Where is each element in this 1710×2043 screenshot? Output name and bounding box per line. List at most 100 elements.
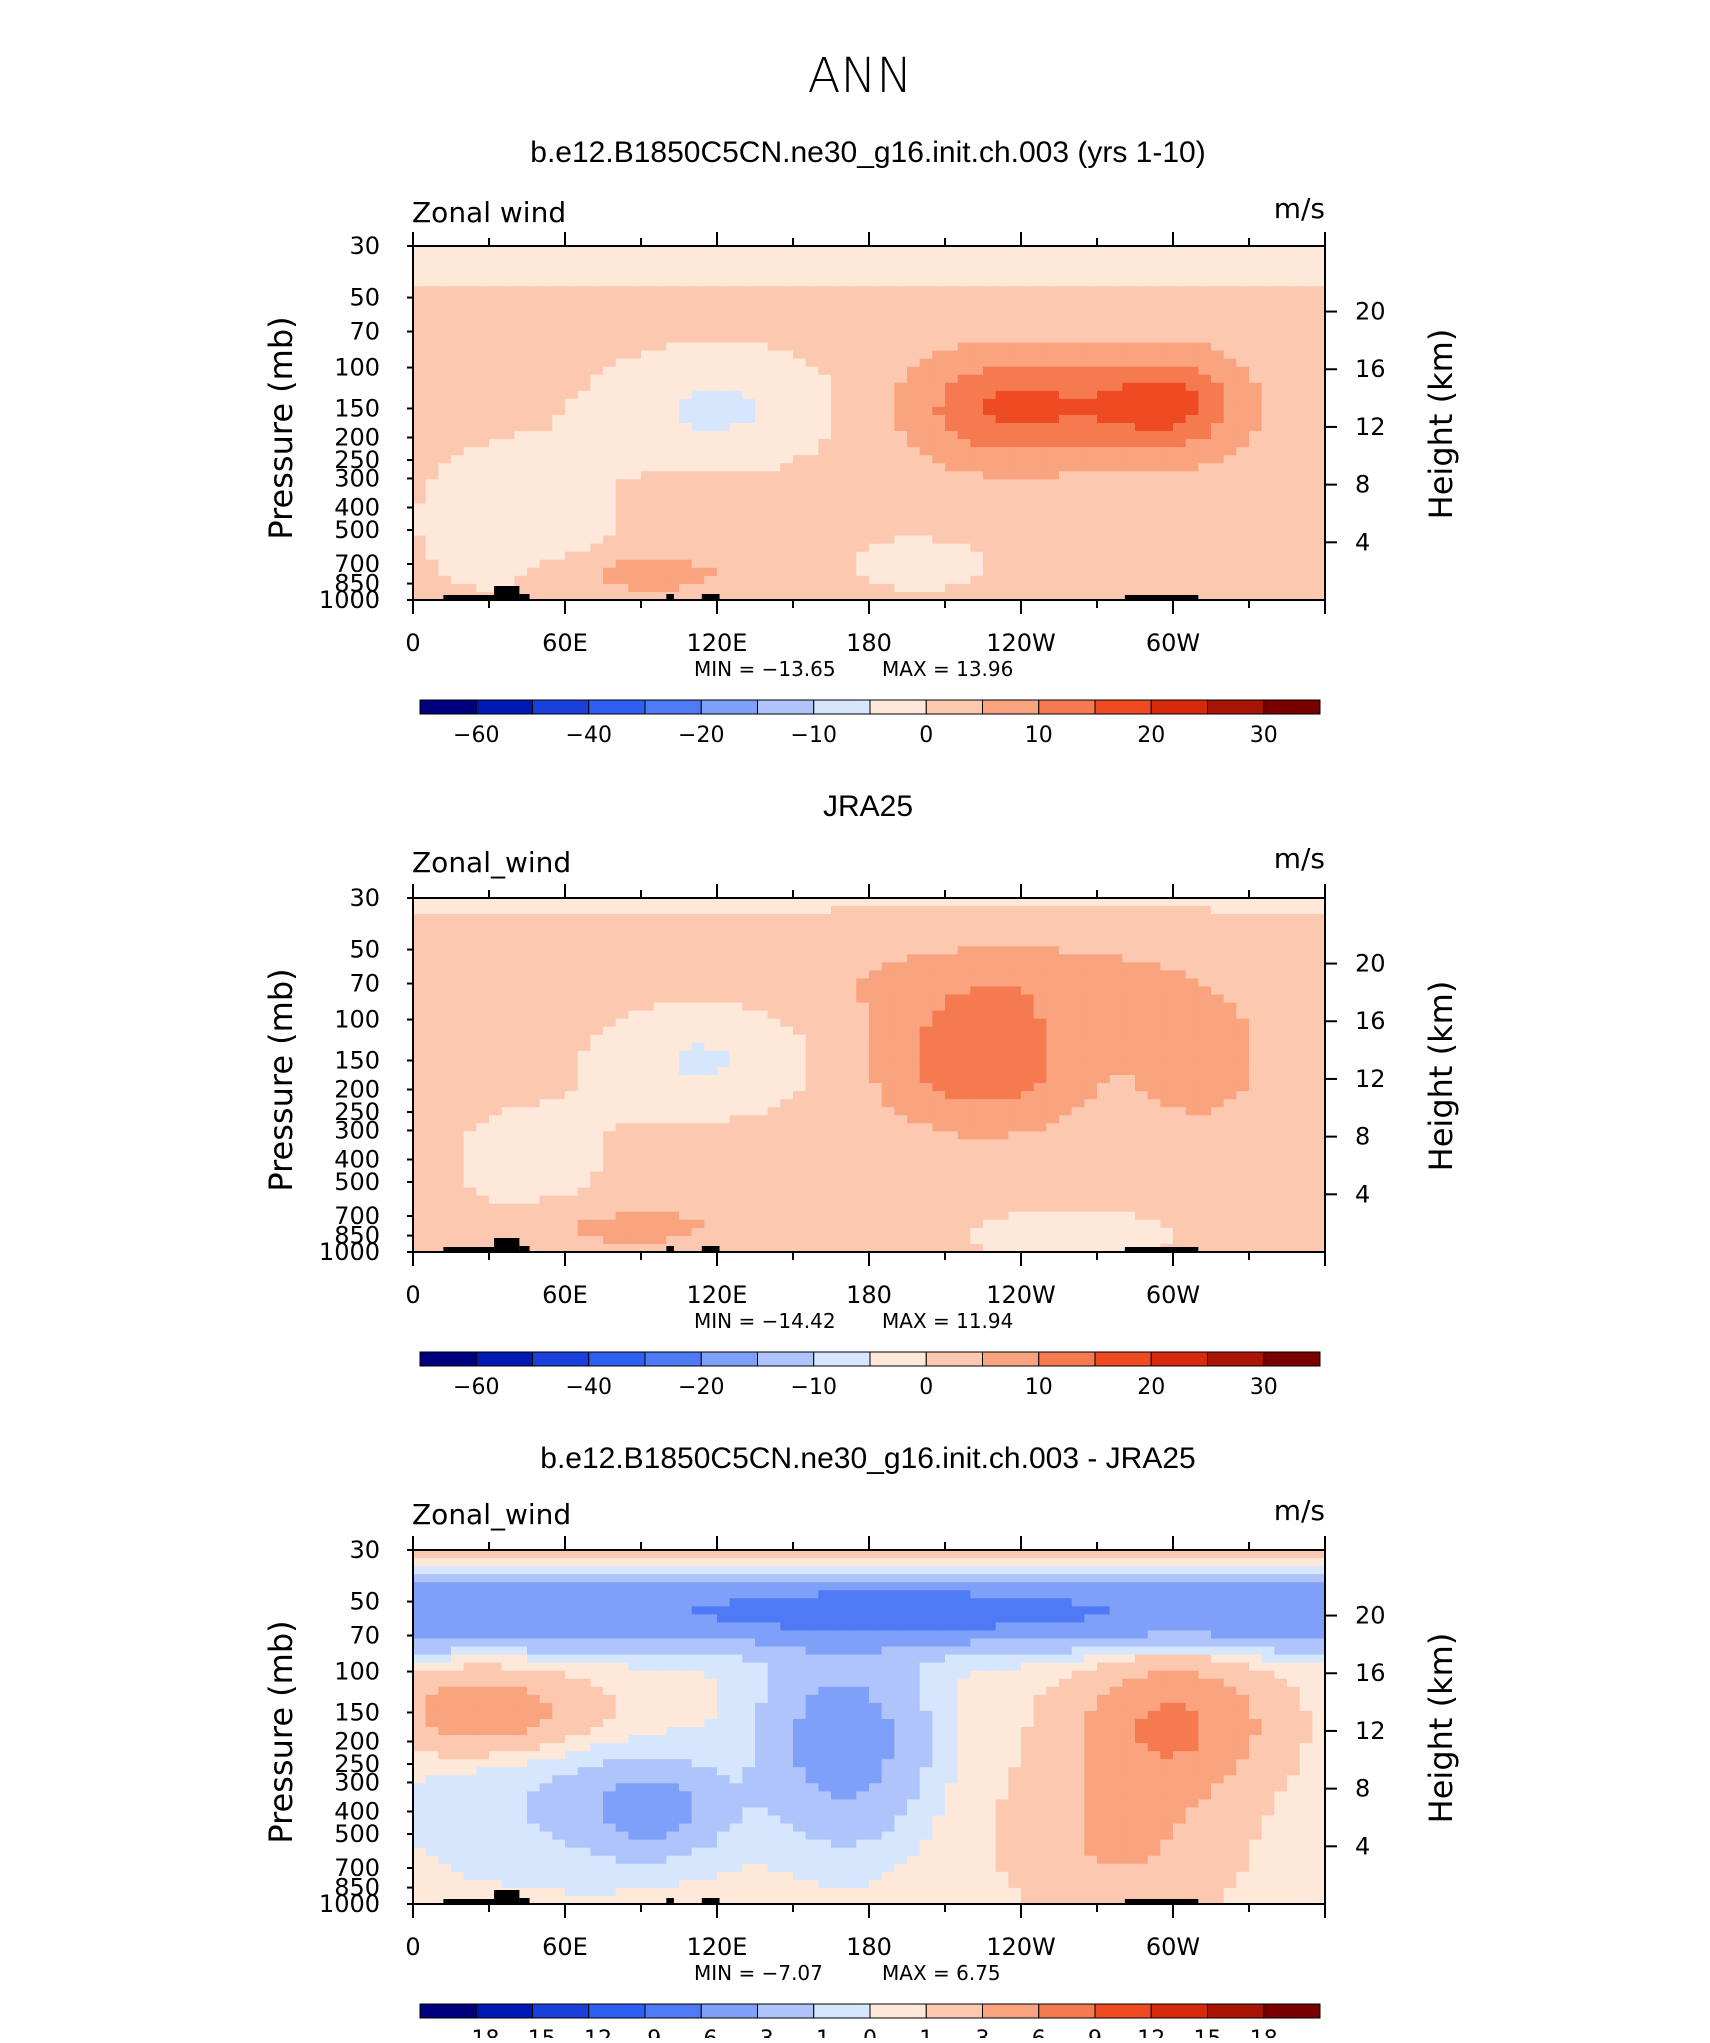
field-cell bbox=[1198, 946, 1211, 955]
field-cell bbox=[1046, 503, 1059, 512]
field-cell bbox=[464, 262, 477, 271]
field-cell bbox=[1097, 898, 1110, 907]
field-cell bbox=[654, 1027, 667, 1036]
field-cell bbox=[755, 294, 768, 303]
field-cell bbox=[730, 318, 743, 327]
field-cell bbox=[1274, 391, 1287, 400]
field-cell bbox=[1046, 954, 1059, 963]
field-cell bbox=[476, 544, 489, 553]
field-cell bbox=[1008, 1003, 1021, 1012]
colorbar-label: 0 bbox=[919, 723, 933, 748]
field-cell bbox=[666, 383, 679, 392]
field-cell bbox=[1198, 938, 1211, 947]
field-cell bbox=[641, 954, 654, 963]
field-cell bbox=[1274, 528, 1287, 537]
field-cell bbox=[894, 1003, 907, 1012]
field-cell bbox=[894, 479, 907, 488]
field-cell bbox=[590, 455, 603, 464]
field-cell bbox=[502, 970, 515, 979]
field-cell bbox=[666, 922, 679, 931]
field-cell bbox=[1021, 1011, 1034, 1020]
field-cell bbox=[1034, 479, 1047, 488]
field-cell bbox=[451, 286, 464, 295]
field-cell bbox=[514, 1011, 527, 1020]
field-cell bbox=[654, 399, 667, 408]
field-cell bbox=[590, 552, 603, 561]
field-cell bbox=[970, 343, 983, 352]
field-cell bbox=[1021, 503, 1034, 512]
field-cell bbox=[717, 335, 730, 344]
field-cell bbox=[894, 318, 907, 327]
field-cell bbox=[527, 1027, 540, 1036]
field-cell bbox=[552, 576, 565, 585]
field-cell bbox=[869, 246, 882, 255]
field-cell bbox=[1224, 922, 1237, 931]
field-cell bbox=[806, 262, 819, 271]
field-cell bbox=[1046, 520, 1059, 529]
field-cell bbox=[1097, 1019, 1110, 1028]
field-cell bbox=[1034, 286, 1047, 295]
field-cell bbox=[1186, 351, 1199, 360]
field-cell bbox=[831, 479, 844, 488]
field-cell bbox=[958, 431, 971, 440]
field-cell bbox=[476, 576, 489, 585]
field-cell bbox=[932, 463, 945, 472]
field-cell bbox=[717, 970, 730, 979]
field-cell bbox=[1008, 906, 1021, 915]
field-cell bbox=[806, 906, 819, 915]
field-cell bbox=[780, 1075, 793, 1084]
field-cell bbox=[1148, 1067, 1161, 1076]
field-cell bbox=[616, 1043, 629, 1052]
field-cell bbox=[1249, 560, 1262, 569]
field-cell bbox=[1034, 898, 1047, 907]
field-cell bbox=[502, 246, 515, 255]
field-cell bbox=[1287, 938, 1300, 947]
field-cell bbox=[1300, 447, 1313, 456]
field-cell bbox=[958, 310, 971, 319]
field-cell bbox=[793, 898, 806, 907]
field-cell bbox=[552, 463, 565, 472]
field-cell bbox=[780, 962, 793, 971]
field-cell bbox=[983, 407, 996, 416]
field-cell bbox=[679, 294, 692, 303]
field-cell bbox=[1287, 1027, 1300, 1036]
field-cell bbox=[983, 503, 996, 512]
field-cell bbox=[438, 1027, 451, 1036]
field-cell bbox=[489, 447, 502, 456]
field-cell bbox=[996, 455, 1009, 464]
field-cell bbox=[755, 343, 768, 352]
field-cell bbox=[502, 954, 515, 963]
field-cell bbox=[489, 930, 502, 939]
field-cell bbox=[514, 407, 527, 416]
field-cell bbox=[882, 520, 895, 529]
field-cell bbox=[768, 455, 781, 464]
field-cell bbox=[1186, 335, 1199, 344]
field-cell bbox=[780, 970, 793, 979]
field-cell bbox=[717, 367, 730, 376]
field-cell bbox=[970, 246, 983, 255]
field-cell bbox=[1186, 1027, 1199, 1036]
field-cell bbox=[1262, 503, 1275, 512]
field-cell bbox=[793, 471, 806, 480]
field-cell bbox=[1122, 528, 1135, 537]
field-cell bbox=[1262, 375, 1275, 384]
field-cell bbox=[552, 391, 565, 400]
field-cell bbox=[413, 487, 426, 496]
field-cell bbox=[628, 930, 641, 939]
field-cell bbox=[1135, 987, 1148, 996]
field-cell bbox=[869, 399, 882, 408]
field-cell bbox=[818, 906, 831, 915]
field-cell bbox=[565, 520, 578, 529]
field-cell bbox=[489, 1027, 502, 1036]
field-cell bbox=[476, 262, 489, 271]
field-cell bbox=[527, 294, 540, 303]
field-cell bbox=[717, 463, 730, 472]
field-cell bbox=[907, 898, 920, 907]
field-cell bbox=[628, 246, 641, 255]
field-cell bbox=[540, 946, 553, 955]
field-cell bbox=[894, 415, 907, 424]
field-cell bbox=[717, 898, 730, 907]
field-cell bbox=[780, 463, 793, 472]
field-cell bbox=[742, 962, 755, 971]
field-cell bbox=[844, 568, 857, 577]
